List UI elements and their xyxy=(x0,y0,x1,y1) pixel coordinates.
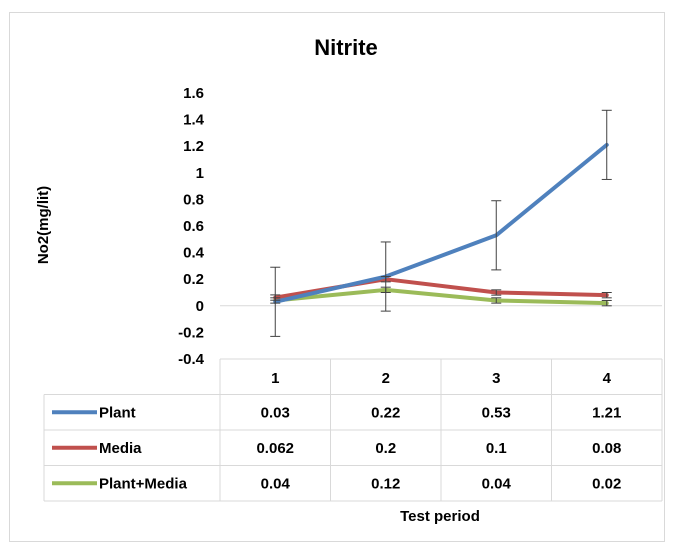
series-name-label: Plant xyxy=(99,404,136,421)
table-value-cell: 0.22 xyxy=(371,404,400,421)
y-tick-label: 0.6 xyxy=(183,218,204,235)
table-value-cell: 0.062 xyxy=(256,440,294,457)
series-line-plant-media xyxy=(273,287,609,306)
y-tick-label: 0.4 xyxy=(183,245,205,262)
y-tick-label: 0.2 xyxy=(183,271,204,288)
y-tick-label: 0.8 xyxy=(183,191,204,208)
y-tick-label: 1.2 xyxy=(183,138,204,155)
table-value-cell: 0.1 xyxy=(486,440,507,457)
table-value-cell: 0.08 xyxy=(592,440,621,457)
table-value-cell: 0.03 xyxy=(261,404,290,421)
x-axis-title: Test period xyxy=(400,508,480,525)
chart-title: Nitrite xyxy=(314,35,378,60)
y-tick-label: 1 xyxy=(196,165,204,182)
category-label: 3 xyxy=(492,370,500,387)
category-label: 2 xyxy=(382,370,390,387)
table-value-cell: 0.04 xyxy=(482,475,512,492)
y-tick-label: 0 xyxy=(196,298,204,315)
series-name-label: Media xyxy=(99,440,142,457)
series-line-plant xyxy=(273,142,609,304)
table-value-cell: 0.12 xyxy=(371,475,400,492)
table-value-cell: 1.21 xyxy=(592,404,621,421)
category-label: 4 xyxy=(603,370,612,387)
y-tick-label: -0.4 xyxy=(178,351,205,368)
y-tick-label: -0.2 xyxy=(178,324,204,341)
y-tick-label: 1.6 xyxy=(183,85,204,102)
category-label: 1 xyxy=(271,370,279,387)
chart-frame xyxy=(9,12,665,542)
y-tick-label: 1.4 xyxy=(183,112,205,129)
table-value-cell: 0.04 xyxy=(261,475,291,492)
table-value-cell: 0.02 xyxy=(592,475,621,492)
series-name-label: Plant+Media xyxy=(99,475,188,492)
table-value-cell: 0.2 xyxy=(375,440,396,457)
y-axis-title: No2(mg/lit) xyxy=(35,186,52,264)
table-value-cell: 0.53 xyxy=(482,404,511,421)
